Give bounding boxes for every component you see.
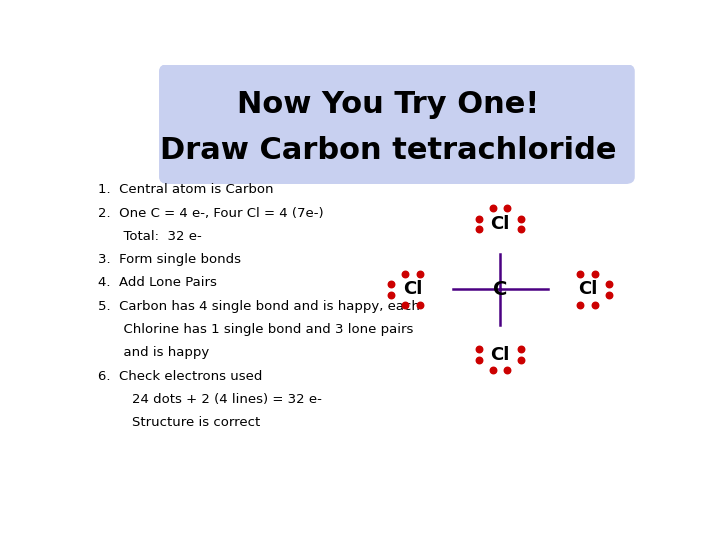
Point bbox=[473, 225, 485, 234]
Point bbox=[502, 204, 513, 213]
Text: Cl: Cl bbox=[490, 215, 510, 233]
Text: Total:  32 e-: Total: 32 e- bbox=[99, 230, 202, 243]
Text: 4.  Add Lone Pairs: 4. Add Lone Pairs bbox=[99, 276, 217, 289]
Text: Cl: Cl bbox=[402, 280, 422, 298]
Point bbox=[487, 366, 499, 375]
Text: and is happy: and is happy bbox=[99, 346, 210, 359]
Text: 5.  Carbon has 4 single bond and is happy, each: 5. Carbon has 4 single bond and is happy… bbox=[99, 300, 420, 313]
Text: 6.  Check electrons used: 6. Check electrons used bbox=[99, 369, 263, 382]
Point bbox=[502, 366, 513, 375]
Text: C: C bbox=[493, 280, 508, 299]
Text: 24 dots + 2 (4 lines) = 32 e-: 24 dots + 2 (4 lines) = 32 e- bbox=[99, 393, 323, 406]
Point bbox=[487, 204, 499, 213]
Point bbox=[603, 291, 615, 299]
Point bbox=[575, 269, 586, 278]
Text: Now You Try One!: Now You Try One! bbox=[238, 90, 540, 119]
Point bbox=[473, 214, 485, 223]
Point bbox=[400, 269, 411, 278]
Point bbox=[603, 280, 615, 288]
Point bbox=[414, 269, 426, 278]
Text: Structure is correct: Structure is correct bbox=[99, 416, 261, 429]
Point bbox=[516, 345, 527, 354]
Point bbox=[414, 301, 426, 309]
Text: Draw Carbon tetrachloride: Draw Carbon tetrachloride bbox=[161, 137, 617, 165]
Point bbox=[473, 356, 485, 364]
Text: Cl: Cl bbox=[578, 280, 598, 298]
Text: 1.  Central atom is Carbon: 1. Central atom is Carbon bbox=[99, 183, 274, 197]
Point bbox=[589, 269, 600, 278]
Text: 2.  One C = 4 e-, Four Cl = 4 (7e-): 2. One C = 4 e-, Four Cl = 4 (7e-) bbox=[99, 207, 324, 220]
Point bbox=[400, 301, 411, 309]
Point bbox=[386, 291, 397, 299]
Point bbox=[386, 280, 397, 288]
Text: Cl: Cl bbox=[490, 346, 510, 363]
Point bbox=[516, 356, 527, 364]
Text: Chlorine has 1 single bond and 3 lone pairs: Chlorine has 1 single bond and 3 lone pa… bbox=[99, 323, 414, 336]
Point bbox=[516, 214, 527, 223]
Point bbox=[516, 225, 527, 234]
Point bbox=[575, 301, 586, 309]
Point bbox=[473, 345, 485, 354]
Text: 3.  Form single bonds: 3. Form single bonds bbox=[99, 253, 241, 266]
FancyBboxPatch shape bbox=[160, 65, 634, 183]
Point bbox=[589, 301, 600, 309]
